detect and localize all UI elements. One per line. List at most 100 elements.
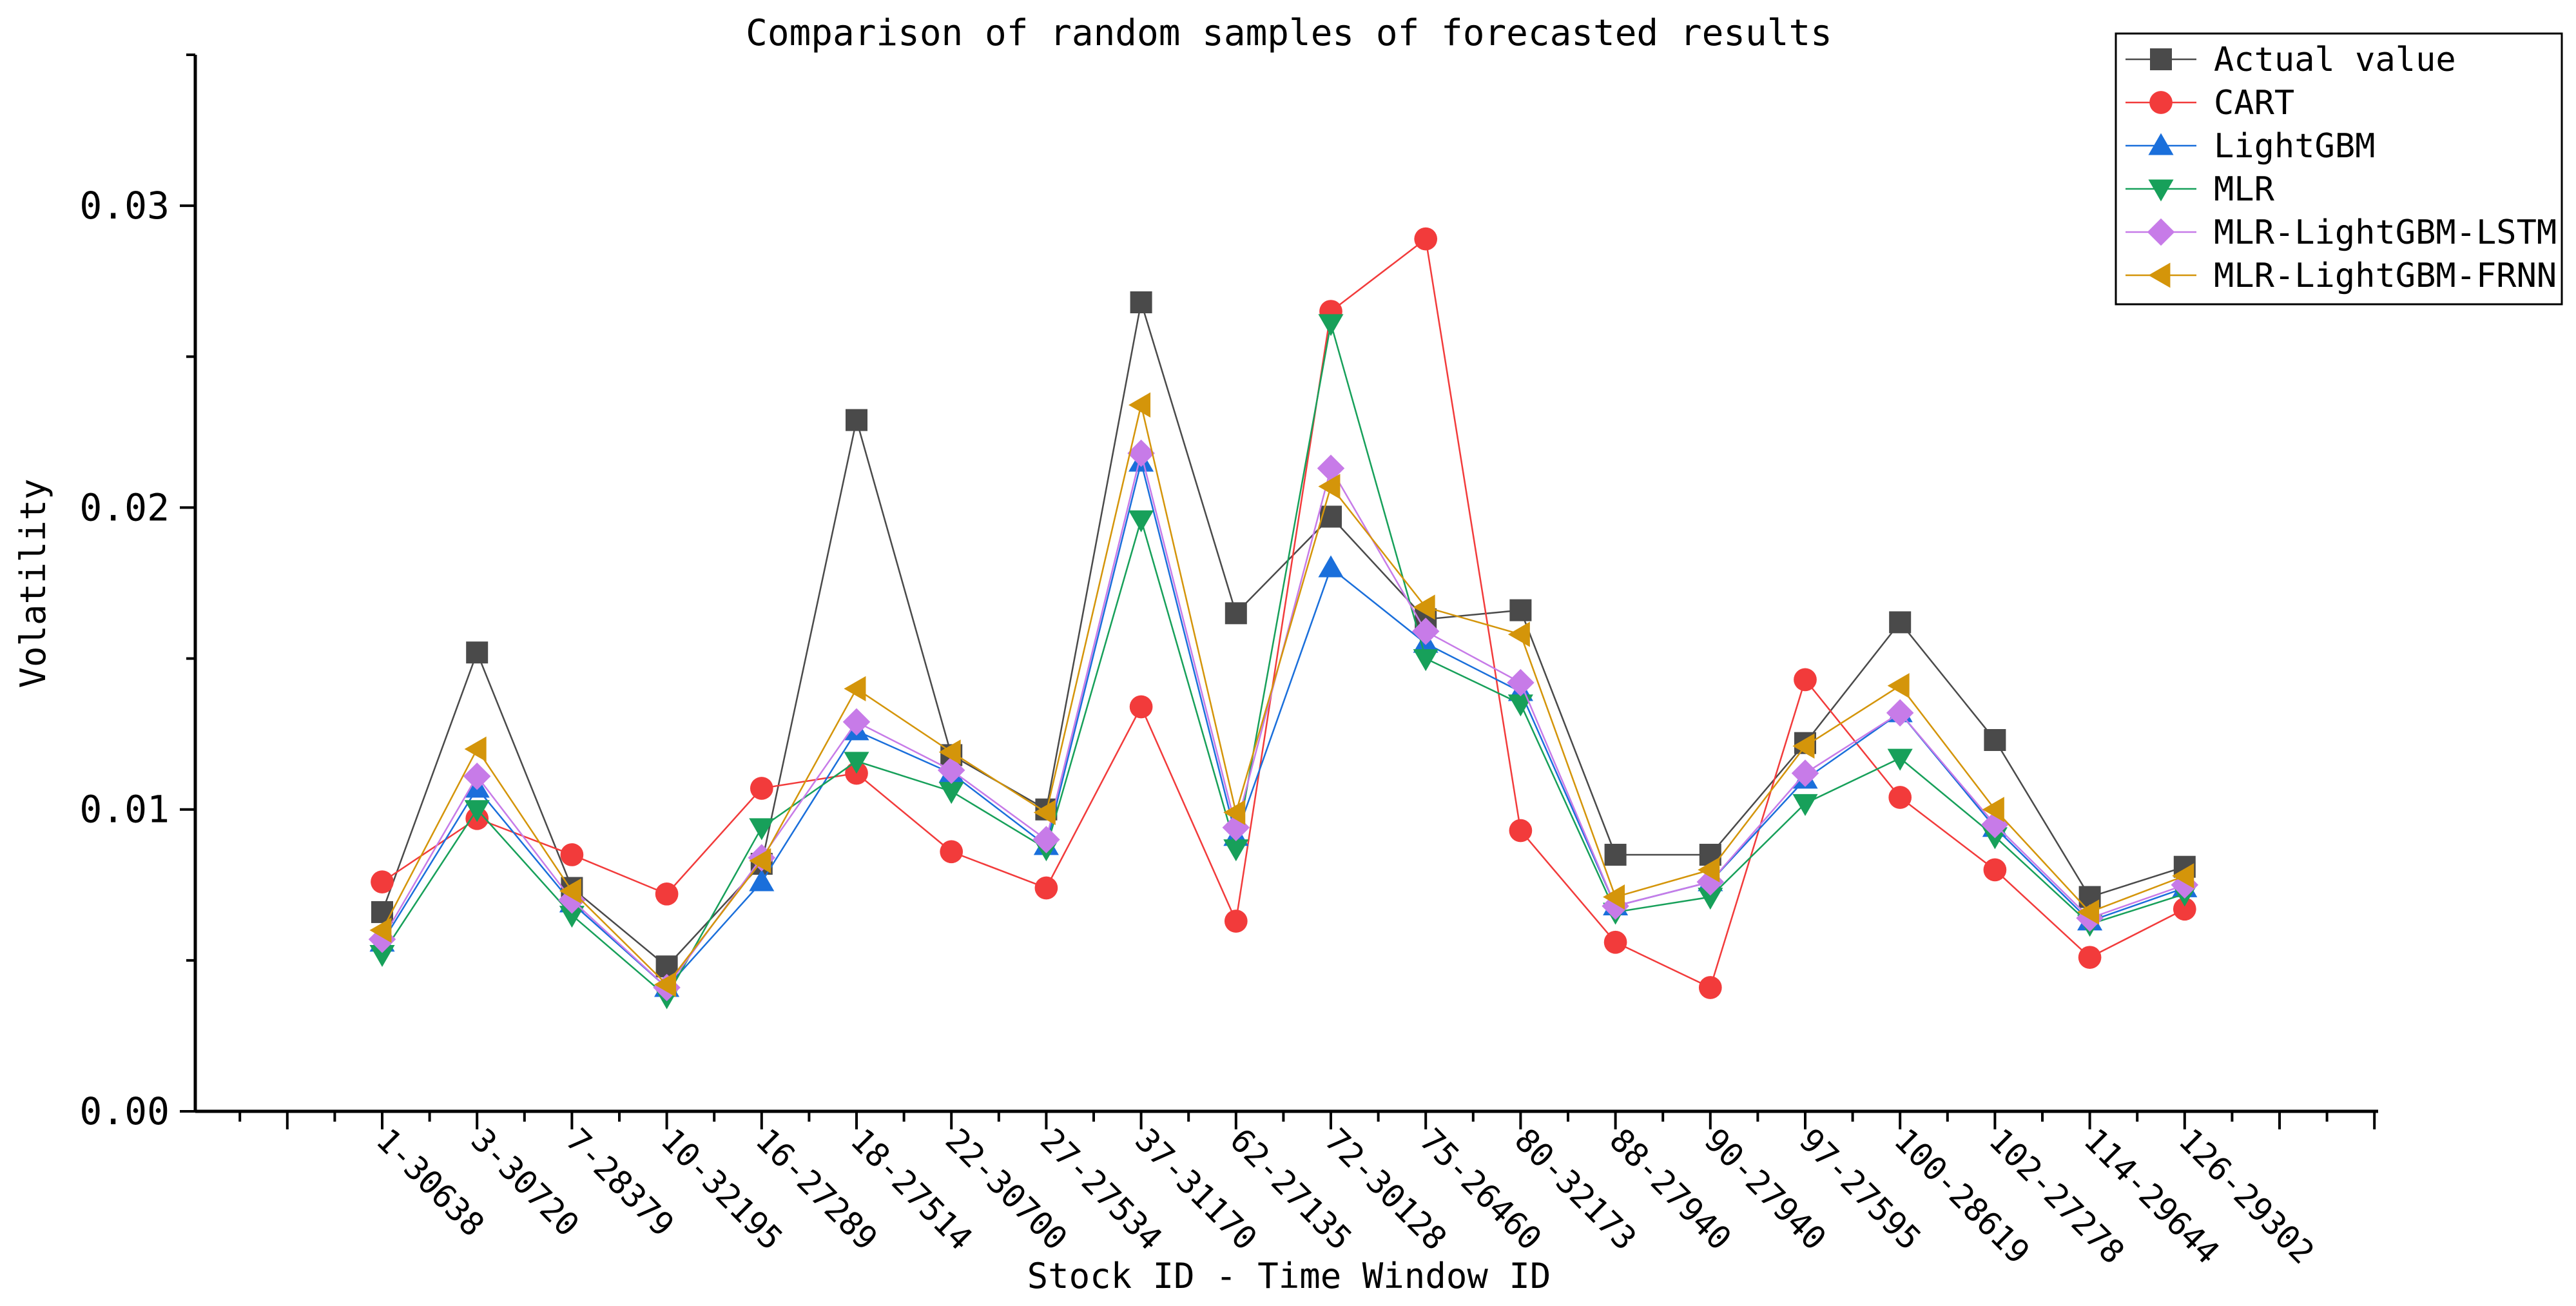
data-point bbox=[1982, 797, 2004, 823]
axes: 0.000.010.020.031-306383-307207-2837910-… bbox=[79, 54, 2378, 1271]
data-point bbox=[1603, 930, 1627, 954]
data-point bbox=[463, 762, 491, 790]
data-point bbox=[1129, 695, 1153, 719]
data-point bbox=[1318, 555, 1344, 578]
data-point bbox=[369, 945, 395, 968]
data-point bbox=[2078, 946, 2102, 970]
legend-item: LightGBM bbox=[2126, 127, 2375, 166]
y-tick-label: 0.01 bbox=[79, 788, 169, 832]
legend-box bbox=[2115, 32, 2563, 306]
legend-marker bbox=[2149, 91, 2173, 114]
data-point bbox=[371, 870, 394, 893]
x-axis-label: Stock ID - Time Window ID bbox=[1027, 1256, 1551, 1296]
series-line bbox=[381, 453, 2185, 989]
legend-label: Actual value bbox=[2214, 41, 2456, 79]
data-point bbox=[1318, 474, 1341, 500]
data-point bbox=[749, 869, 775, 892]
y-tick-label: 0.00 bbox=[79, 1089, 169, 1133]
data-point bbox=[1032, 826, 1060, 853]
data-point bbox=[1604, 843, 1627, 866]
data-point bbox=[1983, 858, 2007, 882]
y-tick-label: 0.02 bbox=[79, 485, 169, 529]
data-point bbox=[1698, 857, 1720, 882]
data-point bbox=[1413, 649, 1438, 672]
data-point bbox=[844, 676, 866, 701]
y-tick-label: 0.03 bbox=[79, 184, 169, 228]
series-line bbox=[382, 237, 2185, 989]
chart-title: Comparison of random samples of forecast… bbox=[746, 12, 1832, 54]
data-point bbox=[1509, 599, 1532, 621]
data-point bbox=[1603, 884, 1625, 910]
data-point bbox=[749, 818, 775, 841]
data-point bbox=[1128, 510, 1154, 532]
data-point bbox=[560, 843, 584, 866]
legend-marker bbox=[2147, 218, 2175, 246]
data-point bbox=[1318, 314, 1344, 336]
legend-label: MLR-LightGBM-FRNN bbox=[2214, 257, 2557, 295]
legend-label: CART bbox=[2214, 84, 2294, 122]
data-point bbox=[1317, 454, 1345, 482]
data-point bbox=[655, 882, 679, 906]
legend-item: MLR bbox=[2126, 170, 2275, 209]
data-point bbox=[1034, 876, 1058, 900]
legend-item: Actual value bbox=[2126, 41, 2456, 79]
data-point bbox=[1698, 888, 1723, 910]
series-mlr-lightgbm-lstm bbox=[368, 439, 2199, 1002]
data-point bbox=[1698, 976, 1722, 999]
series-lightgbm bbox=[369, 449, 2198, 997]
series-actual-value bbox=[371, 291, 2196, 978]
y-axis-label: Volatility bbox=[13, 478, 53, 688]
data-point bbox=[750, 777, 773, 800]
legend-label: MLR bbox=[2214, 170, 2275, 209]
data-point bbox=[369, 917, 392, 943]
legend-item: MLR-LightGBM-FRNN bbox=[2126, 257, 2557, 295]
data-point bbox=[1791, 759, 1819, 787]
series-cart bbox=[371, 227, 2196, 999]
legend-item: CART bbox=[2126, 84, 2294, 122]
data-point bbox=[1889, 611, 1912, 634]
data-point bbox=[464, 800, 490, 823]
data-point bbox=[559, 878, 581, 904]
data-point bbox=[654, 971, 677, 997]
legend-label: LightGBM bbox=[2214, 127, 2375, 166]
data-point bbox=[2173, 897, 2196, 921]
data-point bbox=[1130, 291, 1152, 313]
series-line bbox=[381, 302, 2185, 968]
data-point bbox=[938, 782, 964, 804]
data-point bbox=[1509, 819, 1533, 843]
data-point bbox=[1507, 694, 1533, 717]
data-point bbox=[940, 840, 964, 864]
series-line bbox=[381, 404, 2185, 986]
legend-item: MLR-LightGBM-LSTM bbox=[2126, 213, 2557, 252]
data-point bbox=[1507, 621, 1530, 647]
data-point bbox=[1794, 668, 1817, 692]
data-point bbox=[1413, 594, 1435, 620]
data-point bbox=[846, 409, 867, 431]
data-point bbox=[844, 752, 869, 774]
data-point bbox=[2172, 863, 2194, 889]
legend-label: MLR-LightGBM-LSTM bbox=[2214, 213, 2557, 252]
data-point bbox=[1224, 910, 1248, 933]
data-point bbox=[1792, 733, 1815, 759]
legend-marker bbox=[2148, 179, 2174, 202]
data-point bbox=[1984, 729, 2006, 752]
series-mlr bbox=[369, 314, 2198, 1009]
data-point bbox=[1033, 799, 1056, 825]
series-mlr-lightgbm-frnn bbox=[369, 392, 2194, 997]
legend-marker bbox=[2150, 48, 2172, 70]
data-point bbox=[1887, 748, 1913, 771]
data-point bbox=[1127, 439, 1155, 467]
series-layer bbox=[368, 227, 2199, 1009]
data-point bbox=[1982, 827, 2008, 850]
data-point bbox=[1887, 673, 1910, 699]
data-point bbox=[464, 736, 487, 762]
data-point bbox=[1223, 799, 1246, 825]
data-point bbox=[842, 708, 871, 736]
data-point bbox=[466, 641, 489, 664]
data-point bbox=[1792, 794, 1818, 816]
data-point bbox=[1888, 786, 1912, 809]
data-point bbox=[1320, 505, 1342, 528]
data-point bbox=[1128, 392, 1151, 418]
data-point bbox=[1223, 839, 1249, 862]
